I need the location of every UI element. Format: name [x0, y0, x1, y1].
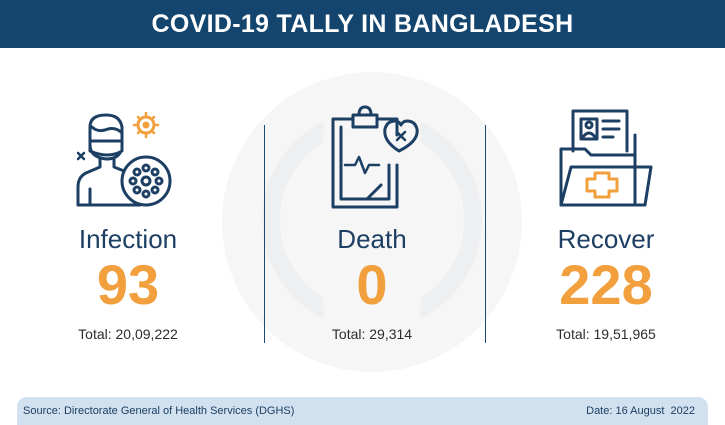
- header-bar: COVID-19 TALLY IN BANGLADESH: [0, 0, 725, 48]
- column-divider: [264, 125, 265, 343]
- stat-label: Death: [337, 224, 407, 254]
- stat-value: 228: [559, 253, 653, 316]
- date-text: Date: 16 August 2022: [586, 405, 695, 417]
- infected-person-icon: [76, 111, 172, 207]
- column-divider: [485, 125, 486, 343]
- recover-stat: Recover 228 Total: 19,51,965: [496, 105, 716, 343]
- infection-stat: Infection 93 Total: 20,09,222: [18, 105, 238, 343]
- medical-folder-icon: [559, 109, 653, 207]
- stat-total: Total: 29,314: [331, 326, 413, 342]
- clipboard-heart-icon: [331, 105, 419, 209]
- page-title: COVID-19 TALLY IN BANGLADESH: [151, 9, 574, 38]
- stat-total: Total: 19,51,965: [556, 326, 656, 342]
- stat-total: Total: 20,09,222: [78, 326, 178, 342]
- source-text: Source: Directorate General of Health Se…: [23, 405, 295, 417]
- stat-label: Recover: [557, 224, 655, 254]
- stat-value: 93: [96, 253, 160, 316]
- footer-bar: Source: Directorate General of Health Se…: [17, 397, 708, 425]
- stat-value: 0: [356, 253, 388, 316]
- death-stat: Death 0 Total: 29,314: [262, 105, 482, 343]
- stat-label: Infection: [78, 224, 178, 254]
